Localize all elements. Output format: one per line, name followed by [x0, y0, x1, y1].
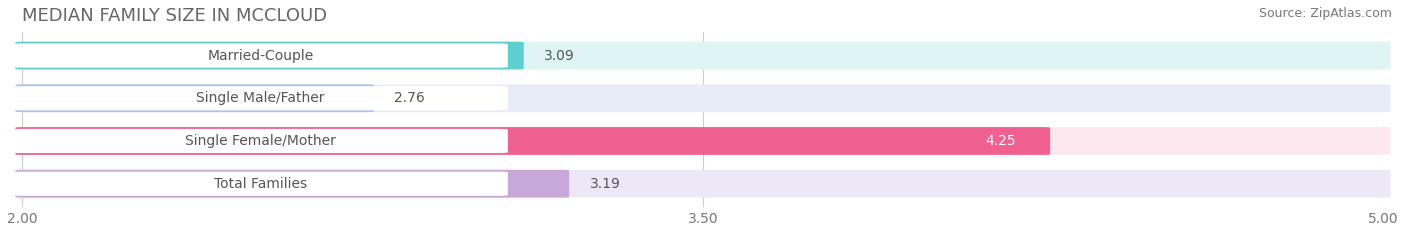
Text: Single Female/Mother: Single Female/Mother [186, 134, 336, 148]
FancyBboxPatch shape [13, 43, 508, 68]
Text: 2.76: 2.76 [395, 91, 425, 105]
Text: 4.25: 4.25 [986, 134, 1017, 148]
FancyBboxPatch shape [13, 86, 508, 110]
Text: 3.09: 3.09 [544, 48, 575, 62]
Text: 3.19: 3.19 [589, 177, 620, 191]
Text: Total Families: Total Families [214, 177, 307, 191]
FancyBboxPatch shape [15, 84, 374, 112]
FancyBboxPatch shape [15, 127, 1050, 155]
FancyBboxPatch shape [15, 170, 569, 198]
FancyBboxPatch shape [15, 170, 1391, 198]
Text: Single Male/Father: Single Male/Father [197, 91, 325, 105]
FancyBboxPatch shape [15, 42, 524, 69]
Text: Married-Couple: Married-Couple [208, 48, 314, 62]
FancyBboxPatch shape [13, 129, 508, 153]
FancyBboxPatch shape [13, 171, 508, 196]
FancyBboxPatch shape [15, 84, 1391, 112]
FancyBboxPatch shape [15, 127, 1391, 155]
FancyBboxPatch shape [15, 42, 1391, 69]
Text: MEDIAN FAMILY SIZE IN MCCLOUD: MEDIAN FAMILY SIZE IN MCCLOUD [22, 7, 328, 25]
Text: Source: ZipAtlas.com: Source: ZipAtlas.com [1258, 7, 1392, 20]
